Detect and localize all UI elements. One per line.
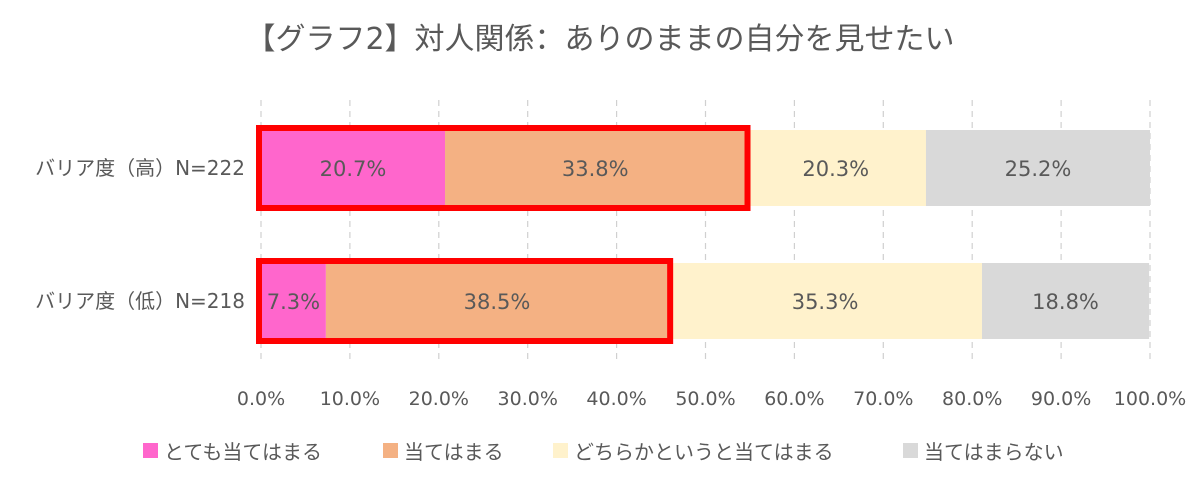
data-label: 20.3%	[802, 157, 869, 181]
x-tick-label: 80.0%	[942, 388, 1002, 410]
legend-swatch	[553, 443, 568, 458]
data-label: 20.7%	[320, 157, 387, 181]
legend-item: とても当てはまる	[143, 436, 322, 465]
data-label: 18.8%	[1032, 290, 1099, 314]
axis-layer: 0.0% 10.0% 20.0% 30.0% 40.0% 50.0% 60.0% 70.0% 8…	[35, 156, 1186, 410]
data-label: 25.2%	[1005, 157, 1072, 181]
highlight-layer	[256, 125, 751, 344]
chart-title: 【グラフ2】対人関係：ありのままの自分を見せたい	[245, 22, 955, 57]
bar-segment	[981, 263, 1150, 339]
legend-swatch	[903, 443, 918, 458]
legend-item: どちらかというと当てはまる	[553, 436, 834, 465]
highlight-box	[256, 125, 751, 211]
bar-segment	[261, 263, 326, 339]
legend: とても当てはまる 当てはまる どちらかというと当てはまる 当てはまらない	[0, 436, 1200, 466]
x-tick-label: 10.0%	[320, 388, 380, 410]
bar-segment	[325, 263, 669, 339]
x-tick-label: 60.0%	[764, 388, 824, 410]
bar-segment	[261, 130, 446, 206]
category-label: バリア度（高）N=222	[35, 156, 245, 180]
label-layer: 20.7% 33.8% 20.3% 25.2% 7.3% 38.5% 35.3% 18.8%	[267, 157, 1099, 314]
bar-segment	[668, 263, 982, 339]
x-tick-label: 70.0%	[853, 388, 913, 410]
bar-segment	[745, 130, 926, 206]
legend-item: 当てはまる	[383, 436, 504, 465]
x-tick-label: 90.0%	[1031, 388, 1091, 410]
bar-segment	[925, 130, 1150, 206]
legend-swatch	[143, 443, 158, 458]
data-label: 7.3%	[267, 290, 320, 314]
x-tick-label: 40.0%	[586, 388, 646, 410]
highlight-box	[256, 258, 674, 344]
x-tick-label: 30.0%	[498, 388, 558, 410]
legend-label: どちらかというと当てはまる	[574, 440, 834, 464]
bar-layer	[261, 130, 1150, 339]
bar-segment	[445, 130, 746, 206]
data-label: 35.3%	[792, 290, 859, 314]
x-tick-label: 0.0%	[237, 388, 285, 410]
data-label: 33.8%	[562, 157, 629, 181]
legend-item: 当てはまらない	[903, 436, 1064, 465]
data-label: 38.5%	[464, 290, 531, 314]
legend-swatch	[383, 443, 398, 458]
x-tick-label: 20.0%	[409, 388, 469, 410]
legend-label: 当てはまらない	[924, 440, 1064, 464]
legend-label: 当てはまる	[404, 440, 504, 464]
stacked-bar-chart: 20.7% 33.8% 20.3% 25.2%7.3% 38.5% 35.3% 18.8% …	[35, 100, 1186, 410]
legend-label: とても当てはまる	[164, 440, 322, 464]
category-label: バリア度（低）N=218	[35, 289, 245, 313]
x-tick-label: 100.0%	[1114, 388, 1186, 410]
x-tick-label: 50.0%	[675, 388, 735, 410]
